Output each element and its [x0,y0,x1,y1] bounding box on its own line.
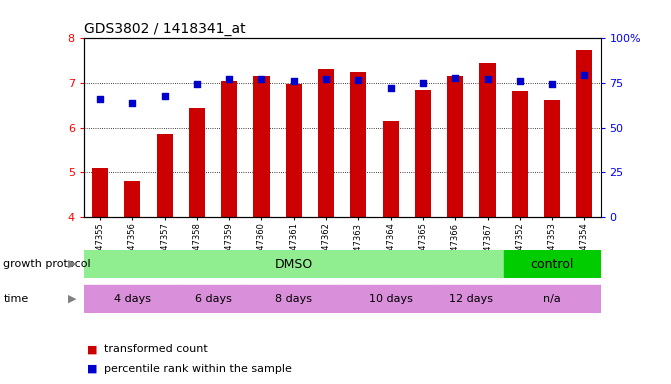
Bar [504,250,601,278]
Bar [480,63,496,217]
Point [95,96,105,102]
Text: 6 days: 6 days [195,293,231,304]
Text: n/a: n/a [544,293,561,304]
Bar [254,76,270,217]
Bar [286,84,302,217]
Text: ▶: ▶ [68,259,76,269]
Text: time: time [3,293,29,304]
Point [353,77,364,83]
Text: 8 days: 8 days [275,293,312,304]
Bar [447,76,463,217]
Text: DMSO: DMSO [274,258,313,270]
Bar [246,285,342,313]
Bar [180,285,246,313]
Point [289,78,299,84]
Point [224,76,235,83]
Point [547,81,558,87]
Point [482,76,493,82]
Point [127,100,138,106]
Bar [504,285,601,313]
Text: control: control [530,258,574,270]
Bar [318,69,334,217]
Bar [544,100,560,217]
Point [159,93,170,99]
Text: ■: ■ [87,344,98,354]
Text: 10 days: 10 days [368,293,413,304]
Point [417,80,428,86]
Text: 12 days: 12 days [450,293,493,304]
Bar [439,285,504,313]
Point [515,78,525,84]
Bar [350,72,366,217]
Text: growth protocol: growth protocol [3,259,91,269]
Text: GDS3802 / 1418341_at: GDS3802 / 1418341_at [84,22,246,36]
Bar [124,181,140,217]
Point [321,76,331,82]
Text: transformed count: transformed count [104,344,208,354]
Bar [189,108,205,217]
Bar [221,81,238,217]
Bar [84,285,180,313]
Bar [92,168,108,217]
Bar [576,50,592,217]
Point [450,74,460,81]
Text: ■: ■ [87,364,98,374]
Point [579,72,590,78]
Bar [382,121,399,217]
Bar [512,91,528,217]
Point [256,76,267,82]
Text: 4 days: 4 days [114,293,151,304]
Point [191,81,202,87]
Bar [84,250,504,278]
Bar [156,134,172,217]
Bar [342,285,439,313]
Text: ▶: ▶ [68,293,76,304]
Point [385,85,396,91]
Text: percentile rank within the sample: percentile rank within the sample [104,364,292,374]
Bar [415,90,431,217]
